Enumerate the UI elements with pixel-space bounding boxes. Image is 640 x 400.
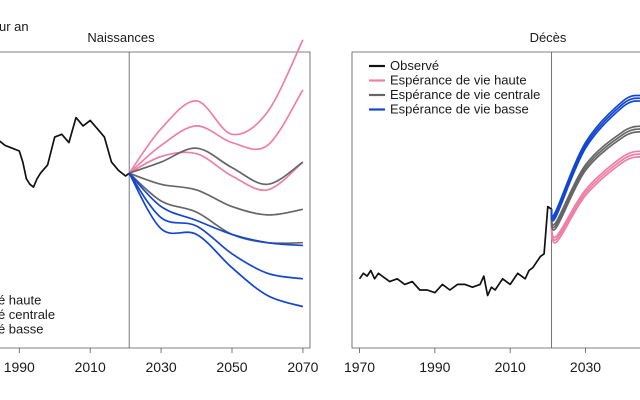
series-line-high-3 <box>128 151 304 192</box>
x-tick-label: 1990 <box>419 359 450 375</box>
legend-label: Observé <box>390 58 439 73</box>
series-line-central-2 <box>128 172 304 216</box>
series-line-low-2 <box>550 97 640 220</box>
series-line-observed <box>358 205 553 297</box>
legend-label: ndité basse <box>0 322 44 337</box>
legend-label: Espérance de vie haute <box>390 73 527 88</box>
x-tick-label: 2030 <box>570 359 601 375</box>
legend-label: ndité centrale <box>0 307 55 322</box>
x-tick-label: 1990 <box>4 359 35 375</box>
series-line-central-1 <box>128 147 304 186</box>
series-line-low-1 <box>550 100 640 222</box>
births-title: Naissances <box>87 30 155 45</box>
series-line-high-3 <box>550 150 640 238</box>
deaths-title: Décès <box>530 30 567 45</box>
series-line-high-2 <box>128 89 304 174</box>
series-line-low-3 <box>550 94 640 218</box>
births-plot-frame <box>0 51 311 349</box>
series-line-high-1 <box>550 155 640 244</box>
y-axis-label-fragment: ur an <box>0 19 29 34</box>
x-tick-label: 2070 <box>287 359 318 375</box>
series-line-central-2 <box>550 128 640 229</box>
series-line-low-1 <box>128 172 303 247</box>
series-line-central-3 <box>128 172 303 245</box>
series-line-central-3 <box>550 125 640 226</box>
x-tick-label: 1970 <box>344 359 375 375</box>
x-tick-label: 2010 <box>495 359 526 375</box>
legend-label: Espérance de vie basse <box>390 102 529 117</box>
legend-label: Espérance de vie centrale <box>390 87 540 102</box>
legend-label: ndité haute <box>0 293 41 308</box>
x-tick-label: 2030 <box>146 359 177 375</box>
deaths-panel: Décès 197019902010203020 ObservéEspéranc… <box>344 30 640 375</box>
series-line-low-3 <box>128 172 304 308</box>
series-line-high-1 <box>128 39 304 174</box>
deaths-plot-frame <box>351 51 640 349</box>
series-line-observed <box>0 116 130 188</box>
series-line-low-2 <box>128 172 304 280</box>
x-tick-label: 2050 <box>216 359 247 375</box>
series-line-central-1 <box>550 130 640 231</box>
x-tick-label: 2010 <box>75 359 106 375</box>
